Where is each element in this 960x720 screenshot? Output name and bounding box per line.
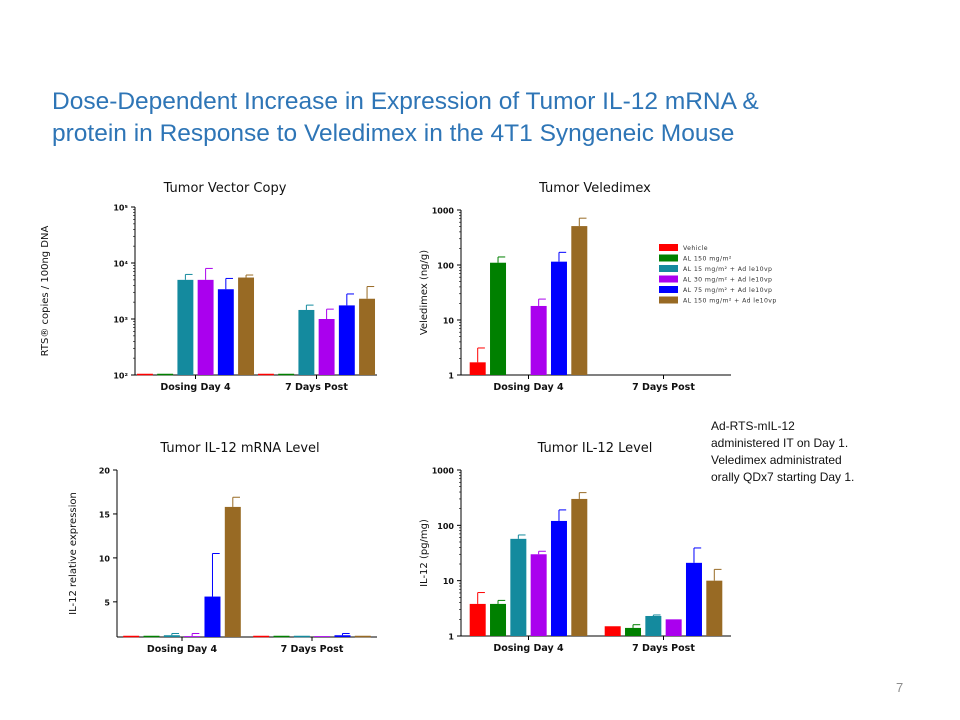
slide-title-line-2: protein in Response to Veledimex in the … bbox=[52, 120, 735, 147]
bar bbox=[469, 603, 486, 636]
y-tick-label: 100 bbox=[437, 262, 454, 271]
bar bbox=[224, 506, 241, 637]
study-note-line-2: administered IT on Day 1. bbox=[711, 436, 849, 450]
y-axis-label: IL-12 relative expression bbox=[68, 492, 79, 615]
y-tick-label: 10 bbox=[443, 317, 455, 326]
legend-entry: AL 30 mg/m² + Ad le10vp bbox=[683, 277, 772, 284]
y-tick-label: 1000 bbox=[432, 467, 455, 476]
bar bbox=[314, 636, 331, 637]
y-tick-label: 1 bbox=[448, 633, 454, 642]
legend-entry: Vehicle bbox=[683, 245, 708, 252]
bar bbox=[571, 226, 588, 375]
bar bbox=[645, 615, 662, 636]
bar bbox=[706, 580, 723, 636]
chart-title: Tumor Veledimex bbox=[538, 181, 651, 196]
chart-tumor-il12-level: Tumor IL-12 Level IL-12 (pg/mg) 1 10 100 1000… bbox=[405, 430, 765, 670]
legend-swatch bbox=[659, 286, 678, 293]
bar bbox=[177, 279, 194, 375]
study-note-line-4: orally QDx7 starting Day 1. bbox=[711, 470, 855, 484]
bar bbox=[318, 319, 335, 375]
y-tick-label: 10³ bbox=[113, 316, 128, 325]
y-axis-label: IL-12 (pg/mg) bbox=[419, 519, 430, 587]
bar bbox=[510, 538, 527, 636]
chart-svg-tumor-vector-copy: Tumor Vector Copy RTS® copies / 100ng DNA… bbox=[40, 181, 377, 393]
chart-tumor-il12-mrna: Tumor IL-12 mRNA Level IL-12 relative exp… bbox=[30, 430, 390, 670]
study-note: Ad-RTS-mIL-12 administered IT on Day 1. … bbox=[711, 418, 911, 486]
y-tick-label: 100 bbox=[437, 522, 454, 531]
bar bbox=[238, 277, 255, 375]
bar bbox=[604, 626, 621, 636]
legend-entry: AL 15 mg/m² + Ad le10vp bbox=[683, 266, 772, 273]
bar bbox=[490, 262, 507, 375]
bar bbox=[197, 279, 214, 375]
legend-swatch bbox=[659, 296, 678, 304]
legend: Vehicle AL 150 mg/m² AL 15 mg/m² + Ad le10… bbox=[659, 244, 777, 305]
chart-svg-tumor-il12-mrna: Tumor IL-12 mRNA Level IL-12 relative exp… bbox=[68, 441, 377, 655]
y-tick-label: 15 bbox=[99, 510, 111, 519]
y-tick-label: 10² bbox=[113, 372, 128, 381]
bar bbox=[184, 636, 201, 637]
y-tick-label: 10 bbox=[443, 577, 455, 586]
chart-tumor-veledimex: Tumor Veledimex Veledimex (ng/g) 1 10 100 100… bbox=[405, 170, 825, 410]
bar bbox=[625, 627, 642, 636]
study-note-line-1: Ad-RTS-mIL-12 bbox=[711, 419, 795, 433]
bar bbox=[334, 635, 351, 637]
y-tick-label: 1000 bbox=[432, 207, 455, 216]
legend-swatch bbox=[659, 254, 678, 262]
x-tick-label: 7 Days Post bbox=[632, 643, 695, 654]
bar bbox=[359, 298, 376, 375]
chart-title: Tumor IL-12 mRNA Level bbox=[159, 441, 319, 456]
x-tick-label: Dosing Day 4 bbox=[160, 382, 231, 393]
bar bbox=[685, 562, 702, 636]
bar bbox=[550, 261, 567, 375]
y-tick-label: 1 bbox=[448, 372, 454, 381]
y-axis-label: RTS® copies / 100ng DNA bbox=[40, 226, 51, 357]
chart-tumor-vector-copy: Tumor Vector Copy RTS® copies / 100ng DNA… bbox=[30, 170, 390, 410]
chart-svg-tumor-veledimex: Tumor Veledimex Veledimex (ng/g) 1 10 100 100… bbox=[419, 181, 777, 393]
bar bbox=[338, 305, 355, 375]
y-tick-label: 10⁴ bbox=[113, 260, 128, 269]
x-tick-label: 7 Days Post bbox=[285, 382, 348, 393]
bar bbox=[665, 619, 682, 636]
bar bbox=[530, 554, 547, 636]
legend-swatch bbox=[659, 265, 678, 272]
legend-entry: AL 150 mg/m² + Ad le10vp bbox=[683, 298, 777, 305]
bar bbox=[469, 362, 486, 375]
bar bbox=[550, 520, 567, 636]
chart-svg-tumor-il12-level: Tumor IL-12 Level IL-12 (pg/mg) 1 10 100 1000… bbox=[419, 441, 731, 654]
bar bbox=[163, 635, 180, 637]
bar bbox=[217, 289, 234, 375]
y-tick-label: 10 bbox=[99, 554, 111, 563]
bar bbox=[571, 498, 588, 636]
page-number: 7 bbox=[896, 680, 904, 695]
y-axis-label: Veledimex (ng/g) bbox=[419, 250, 430, 335]
x-tick-label: 7 Days Post bbox=[632, 382, 695, 393]
legend-entry: AL 150 mg/m² bbox=[683, 256, 732, 263]
chart-title: Tumor Vector Copy bbox=[163, 181, 287, 196]
bar bbox=[204, 596, 221, 637]
legend-swatch bbox=[659, 244, 678, 251]
x-tick-label: Dosing Day 4 bbox=[147, 644, 218, 655]
study-note-line-3: Veledimex administrated bbox=[711, 453, 842, 467]
y-tick-label: 10⁵ bbox=[113, 204, 128, 213]
legend-swatch bbox=[659, 275, 678, 283]
slide-title-line-1: Dose-Dependent Increase in Expression of… bbox=[52, 88, 759, 115]
x-tick-label: Dosing Day 4 bbox=[493, 382, 564, 393]
y-tick-label: 20 bbox=[99, 467, 111, 476]
bar bbox=[490, 603, 507, 636]
bar bbox=[298, 309, 315, 375]
x-tick-label: Dosing Day 4 bbox=[493, 643, 564, 654]
bar bbox=[530, 305, 547, 375]
x-tick-label: 7 Days Post bbox=[281, 644, 344, 655]
legend-entry: AL 75 mg/m² + Ad le10vp bbox=[683, 287, 772, 294]
y-tick-label: 5 bbox=[104, 598, 110, 607]
chart-title: Tumor IL-12 Level bbox=[537, 441, 653, 456]
slide-title: Dose-Dependent Increase in Expression of… bbox=[52, 86, 912, 150]
